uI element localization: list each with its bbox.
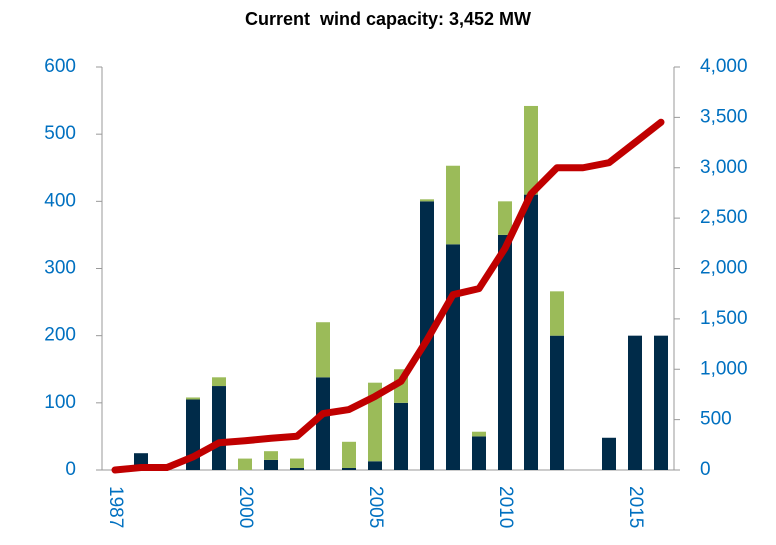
bar: [264, 459, 278, 470]
x-tick-label: 1987: [105, 486, 126, 528]
y2-tick-label: 3,500: [700, 106, 748, 127]
bar: [264, 451, 278, 460]
bar: [212, 386, 226, 470]
chart-title: Current wind capacity: 3,452 MW: [245, 9, 531, 29]
bar: [498, 201, 512, 235]
y2-tick-label: 1,500: [700, 308, 748, 329]
bar: [342, 467, 356, 470]
bar: [394, 402, 408, 470]
y2-tick-label: 500: [700, 409, 732, 430]
bar: [550, 335, 564, 470]
bar: [316, 322, 330, 378]
y-tick-label: 200: [44, 325, 76, 346]
bar: [238, 458, 252, 470]
bar: [186, 397, 200, 400]
x-tick-label: 2010: [495, 486, 516, 528]
bar: [498, 234, 512, 470]
y2-tick-label: 4,000: [700, 56, 748, 77]
bar: [524, 194, 538, 470]
y-tick-label: 0: [65, 459, 76, 480]
bar: [628, 335, 642, 470]
bar: [654, 335, 668, 470]
y2-tick-label: 3,000: [700, 157, 748, 178]
bar: [472, 431, 486, 437]
bar: [290, 467, 304, 470]
line: [111, 118, 665, 474]
y2-tick-label: 1,000: [700, 358, 748, 379]
x-tick-label: 2000: [235, 486, 256, 528]
bar: [368, 382, 382, 462]
x-tick-label: 2005: [365, 486, 386, 528]
bar: [316, 377, 330, 470]
bar: [420, 199, 434, 202]
bar: [602, 437, 616, 470]
bar: [212, 377, 226, 387]
y-tick-label: 500: [44, 123, 76, 144]
bar: [446, 165, 460, 245]
bar: [342, 441, 356, 468]
bar: [290, 458, 304, 468]
bar: [446, 244, 460, 470]
bar: [524, 105, 538, 195]
y2-tick-label: 2,000: [700, 258, 748, 279]
y-tick-label: 300: [44, 258, 76, 279]
y2-tick-label: 2,500: [700, 207, 748, 228]
y-tick-label: 600: [44, 56, 76, 77]
y-tick-label: 100: [44, 392, 76, 413]
bar: [368, 461, 382, 470]
bar: [550, 291, 564, 336]
x-tick-label: 2015: [625, 486, 646, 528]
y-tick-label: 400: [44, 190, 76, 211]
bar: [472, 436, 486, 470]
y2-tick-label: 0: [700, 459, 711, 480]
